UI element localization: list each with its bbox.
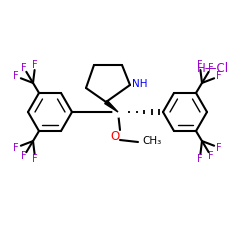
Text: F: F (216, 142, 222, 152)
Text: F: F (14, 142, 19, 152)
Text: CH₃: CH₃ (142, 136, 162, 146)
Circle shape (113, 107, 123, 117)
Text: F: F (21, 62, 26, 72)
Text: F: F (216, 72, 222, 82)
Text: O: O (110, 130, 120, 142)
Text: F: F (197, 154, 202, 164)
Polygon shape (105, 100, 118, 112)
Text: F: F (32, 60, 38, 70)
Text: F: F (208, 62, 214, 72)
Text: F: F (32, 154, 38, 164)
Text: F: F (208, 152, 214, 162)
Text: F: F (21, 152, 26, 162)
Text: H—Cl: H—Cl (197, 62, 229, 74)
Text: F: F (14, 72, 19, 82)
Text: NH: NH (132, 79, 148, 89)
Text: F: F (197, 60, 202, 70)
